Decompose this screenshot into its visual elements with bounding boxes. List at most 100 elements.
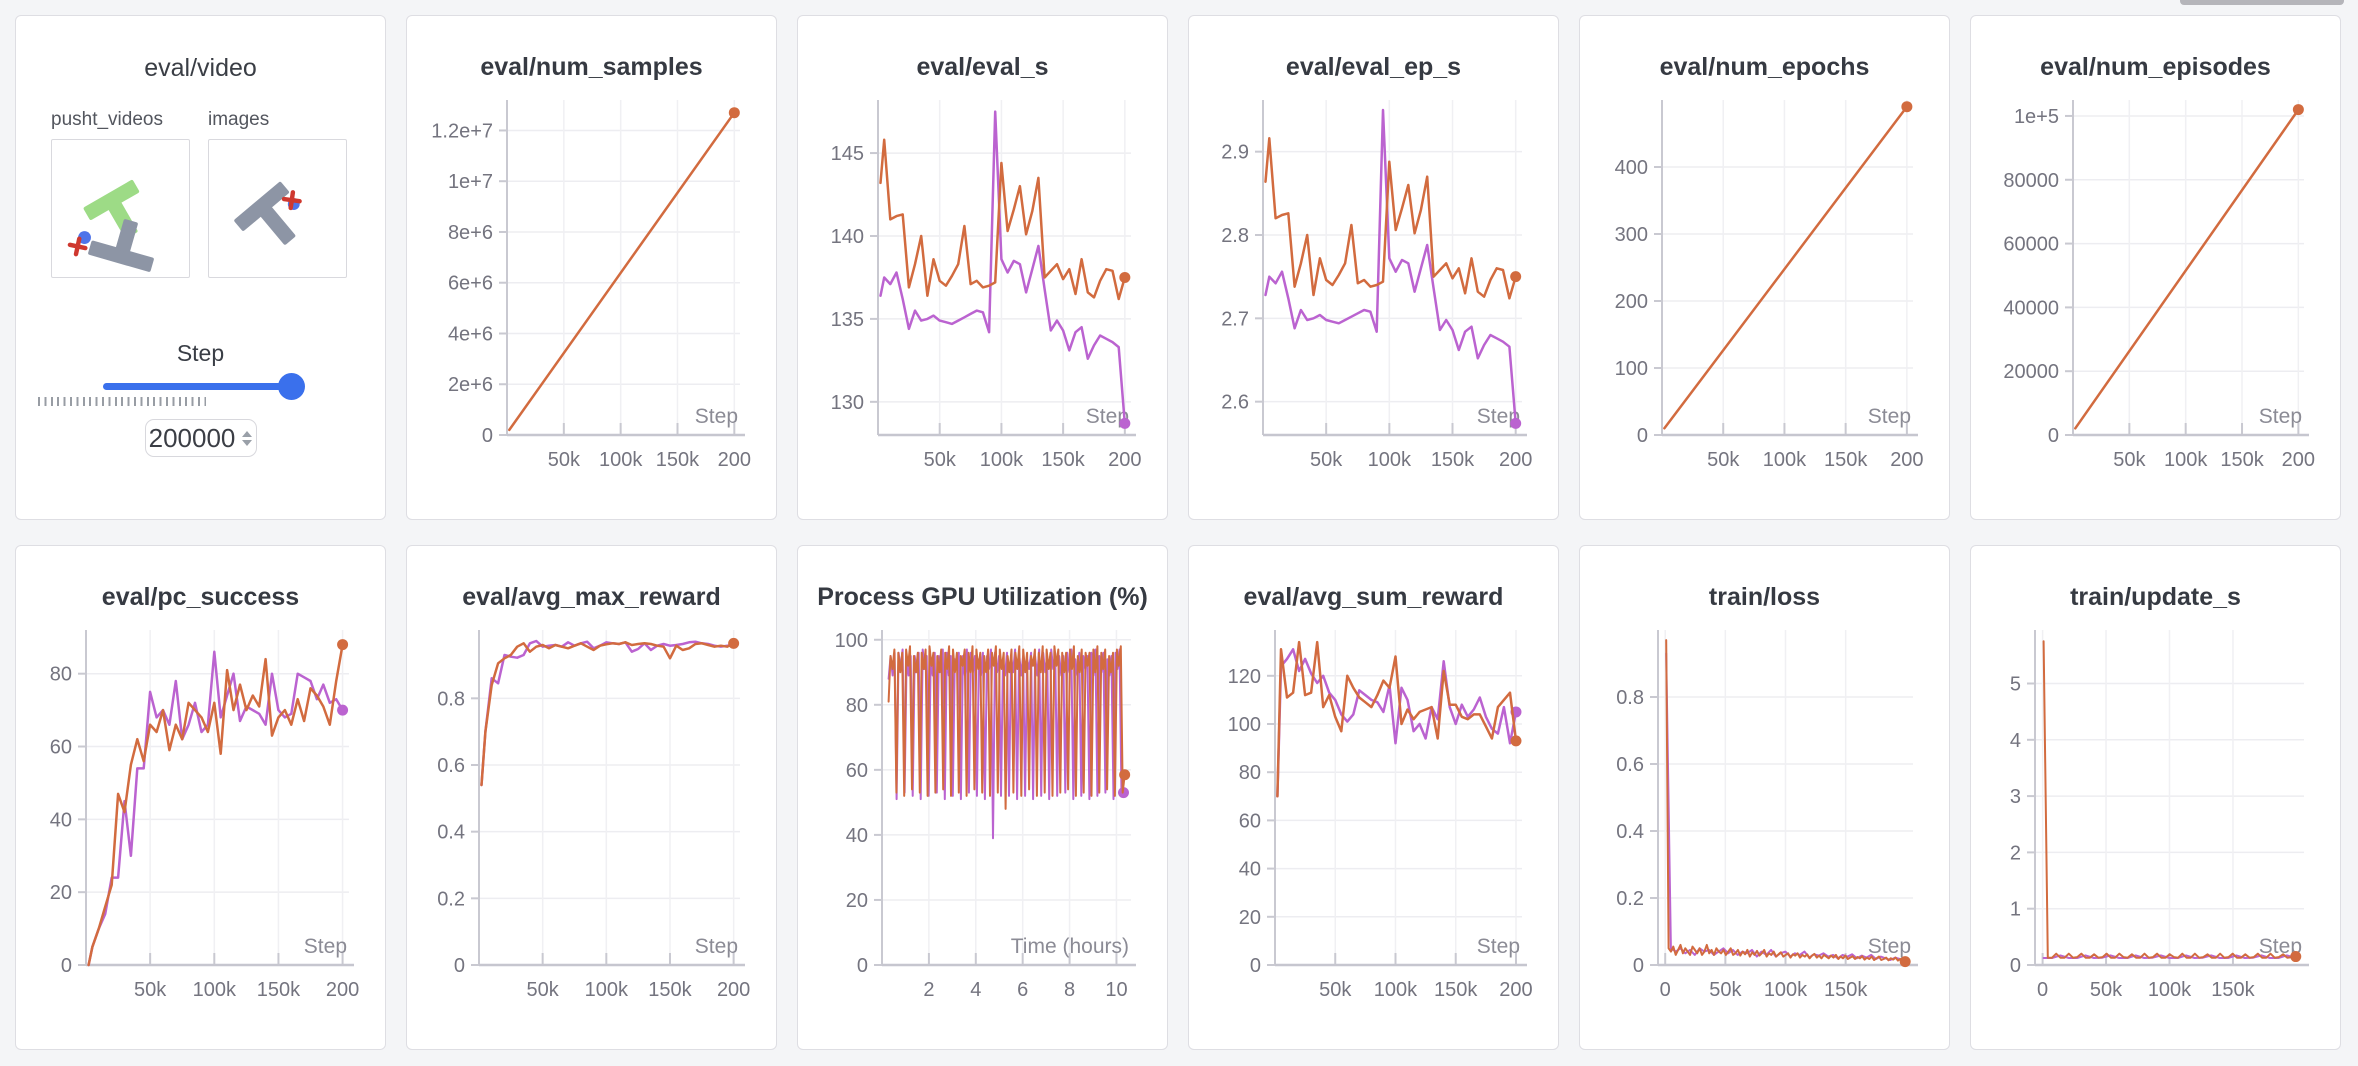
svg-text:200: 200 <box>717 979 750 1001</box>
svg-text:20: 20 <box>50 882 72 904</box>
svg-text:0: 0 <box>2037 979 2048 1001</box>
svg-text:0: 0 <box>454 955 465 977</box>
gray-t-block <box>88 219 154 272</box>
svg-text:130: 130 <box>831 391 864 413</box>
images-label: images <box>208 109 270 130</box>
svg-text:2: 2 <box>923 979 934 1001</box>
eval-avg-max-reward-chart[interactable]: 0 0.2 0.4 0.6 0.8 50k 100k 150k 200 Step <box>407 618 778 1038</box>
eval-num-samples-chart[interactable]: 0 2e+6 4e+6 6e+6 8e+6 1e+7 1.2e+7 50k 100k 150k 20… <box>407 88 778 508</box>
svg-text:0.6: 0.6 <box>1616 754 1644 776</box>
svg-text:50k: 50k <box>527 979 560 1001</box>
eval-num-epochs-chart[interactable]: 0 100 200 300 400 50k 100k 150k 200 Step <box>1580 88 1951 508</box>
svg-text:150k: 150k <box>1824 979 1868 1001</box>
pusht-video-thumbnail[interactable] <box>51 139 190 278</box>
step-slider[interactable] <box>102 373 305 400</box>
chart-title: train/loss <box>1708 583 1821 611</box>
eval-eval-ep-s-chart[interactable]: 2.6 2.7 2.8 2.9 50k 100k 150k 200 Step <box>1189 88 1560 508</box>
svg-text:145: 145 <box>831 143 864 165</box>
svg-text:150k: 150k <box>1431 449 1475 471</box>
step-stepper[interactable] <box>242 430 253 446</box>
chart-title: eval/pc_success <box>101 583 300 611</box>
panel-grid: eval/video pusht_videos images <box>15 15 2341 1050</box>
panel-eval-eval-s: eval/eval_s 130 135 140 145 50k 100k 150k 200 St… <box>797 15 1168 520</box>
svg-text:Step: Step <box>1477 935 1520 958</box>
svg-text:100: 100 <box>835 629 868 651</box>
svg-text:100: 100 <box>1615 358 1648 380</box>
eval-pc-success-chart[interactable]: 0 20 40 60 80 50k 100k 150k 200 Step <box>16 618 387 1038</box>
svg-text:10: 10 <box>1105 979 1127 1001</box>
scrollbar[interactable] <box>2180 0 2344 5</box>
thumbnail-row <box>51 139 385 278</box>
svg-text:1e+5: 1e+5 <box>2014 105 2059 127</box>
svg-text:300: 300 <box>1615 224 1648 246</box>
svg-text:40: 40 <box>50 809 72 831</box>
svg-text:Time (hours): Time (hours) <box>1011 935 1129 958</box>
svg-text:0: 0 <box>1637 425 1648 447</box>
chart-title: Process GPU Utilization (%) <box>817 583 1148 611</box>
stepper-down-icon[interactable] <box>242 439 253 446</box>
svg-text:Step: Step <box>304 935 347 958</box>
svg-text:50k: 50k <box>548 449 581 471</box>
images-thumbnail[interactable] <box>208 139 347 278</box>
svg-text:50k: 50k <box>1707 449 1740 471</box>
svg-text:200: 200 <box>718 449 751 471</box>
svg-text:2: 2 <box>2010 842 2021 864</box>
svg-text:200: 200 <box>1890 449 1923 471</box>
svg-text:140: 140 <box>831 225 864 247</box>
svg-text:40000: 40000 <box>2003 297 2059 319</box>
svg-text:60: 60 <box>1239 810 1261 832</box>
svg-text:150k: 150k <box>648 979 692 1001</box>
panel-eval-num-epochs: eval/num_epochs 0 100 200 300 400 50k 100k 150k… <box>1579 15 1950 520</box>
svg-text:100k: 100k <box>599 449 643 471</box>
svg-text:100k: 100k <box>193 979 237 1001</box>
eval-eval-s-chart[interactable]: 130 135 140 145 50k 100k 150k 200 Step <box>798 88 1169 508</box>
svg-text:Step: Step <box>1868 935 1911 958</box>
chart-title: eval/num_episodes <box>2040 53 2271 81</box>
target-cross-icon <box>67 236 88 257</box>
eval-num-episodes-chart[interactable]: 0 20000 40000 60000 80000 1e+5 50k 100k 150k 200 S… <box>1971 88 2342 508</box>
svg-text:150k: 150k <box>1434 979 1478 1001</box>
svg-text:0.4: 0.4 <box>1616 821 1644 843</box>
svg-text:Step: Step <box>1086 405 1129 428</box>
step-slider-knob[interactable] <box>277 373 305 400</box>
svg-text:0.6: 0.6 <box>437 755 465 777</box>
svg-text:2.8: 2.8 <box>1221 225 1249 247</box>
svg-text:6e+6: 6e+6 <box>448 272 493 294</box>
panel-eval-avg-max-reward: eval/avg_max_reward 0 0.2 0.4 0.6 0.8 50k 100k… <box>406 545 777 1050</box>
images-scene-image <box>234 181 302 245</box>
svg-text:0: 0 <box>61 955 72 977</box>
svg-text:20: 20 <box>1239 906 1261 928</box>
panel-eval-num-episodes: eval/num_episodes 0 20000 40000 60000 80000 1… <box>1970 15 2341 520</box>
gpu-utilization-chart[interactable]: 0 20 40 60 80 100 2 4 6 8 10 Time (hours) <box>798 618 1169 1038</box>
chart-title: eval/eval_ep_s <box>1285 53 1462 81</box>
svg-text:135: 135 <box>831 308 864 330</box>
svg-text:50k: 50k <box>924 449 957 471</box>
svg-text:100k: 100k <box>1764 979 1808 1001</box>
stepper-up-icon[interactable] <box>242 430 253 437</box>
step-value-input[interactable]: 200000 <box>144 419 257 457</box>
svg-text:40: 40 <box>1239 858 1261 880</box>
svg-text:100k: 100k <box>585 979 629 1001</box>
chart-title: eval/num_samples <box>480 53 703 81</box>
svg-text:Step: Step <box>2259 935 2302 958</box>
step-slider-track[interactable] <box>102 383 299 390</box>
svg-text:20000: 20000 <box>2003 361 2059 383</box>
svg-text:100k: 100k <box>1374 979 1418 1001</box>
svg-text:150k: 150k <box>257 979 301 1001</box>
svg-text:50k: 50k <box>1709 979 1742 1001</box>
step-value: 200000 <box>148 422 236 453</box>
panel-gpu-utilization: Process GPU Utilization (%) 0 20 40 60 80 100… <box>797 545 1168 1050</box>
chart-title: eval/num_epochs <box>1659 53 1870 81</box>
svg-text:100k: 100k <box>1368 449 1412 471</box>
svg-text:150k: 150k <box>656 449 700 471</box>
svg-text:2.7: 2.7 <box>1221 308 1249 330</box>
svg-text:150k: 150k <box>2220 449 2264 471</box>
panel-eval-video: eval/video pusht_videos images <box>15 15 386 520</box>
svg-text:200: 200 <box>1499 449 1532 471</box>
svg-text:80000: 80000 <box>2003 169 2059 191</box>
pusht-videos-label: pusht_videos <box>51 109 163 130</box>
svg-text:0: 0 <box>1250 955 1261 977</box>
eval-avg-sum-reward-chart[interactable]: 0 20 40 60 80 100 120 50k 100k 150k 200 Step <box>1189 618 1560 1038</box>
